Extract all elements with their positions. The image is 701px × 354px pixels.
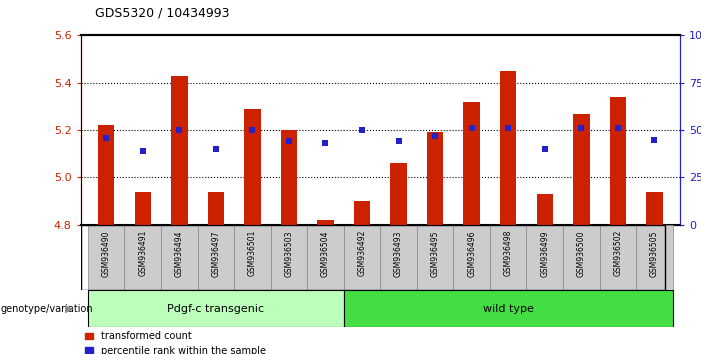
Text: GSM936492: GSM936492 xyxy=(358,230,367,276)
Bar xyxy=(381,225,417,290)
Bar xyxy=(244,109,261,225)
Bar xyxy=(88,290,343,327)
Text: GSM936505: GSM936505 xyxy=(650,230,659,276)
Bar xyxy=(198,225,234,290)
Bar xyxy=(454,225,490,290)
Bar xyxy=(646,192,662,225)
Bar xyxy=(500,71,517,225)
Text: wild type: wild type xyxy=(483,304,533,314)
Text: GSM936501: GSM936501 xyxy=(248,230,257,276)
Bar xyxy=(636,225,673,290)
Text: GSM936491: GSM936491 xyxy=(138,230,147,276)
Bar xyxy=(354,201,370,225)
Bar xyxy=(417,225,454,290)
Text: GSM936504: GSM936504 xyxy=(321,230,330,276)
Text: GSM936503: GSM936503 xyxy=(285,230,294,276)
Text: GSM936500: GSM936500 xyxy=(577,230,586,276)
Bar xyxy=(610,97,626,225)
Bar xyxy=(536,194,553,225)
Bar xyxy=(526,225,563,290)
Text: ▶: ▶ xyxy=(65,304,74,314)
Text: GSM936494: GSM936494 xyxy=(175,230,184,276)
Bar xyxy=(390,163,407,225)
Bar xyxy=(88,225,125,290)
Text: GSM936496: GSM936496 xyxy=(467,230,476,276)
Bar xyxy=(343,225,381,290)
Text: GSM936497: GSM936497 xyxy=(211,230,220,276)
Bar xyxy=(318,220,334,225)
Bar xyxy=(280,130,297,225)
Bar xyxy=(171,76,187,225)
Text: GDS5320 / 10434993: GDS5320 / 10434993 xyxy=(95,6,229,19)
Text: genotype/variation: genotype/variation xyxy=(1,304,93,314)
Text: GSM936502: GSM936502 xyxy=(613,230,622,276)
Bar xyxy=(271,225,307,290)
Bar xyxy=(490,225,526,290)
Bar xyxy=(234,225,271,290)
Bar xyxy=(599,225,636,290)
Bar xyxy=(98,125,114,225)
Bar xyxy=(307,225,343,290)
Text: GSM936495: GSM936495 xyxy=(430,230,440,276)
Text: GSM936499: GSM936499 xyxy=(540,230,550,276)
Bar xyxy=(207,192,224,225)
Legend: transformed count, percentile rank within the sample: transformed count, percentile rank withi… xyxy=(86,331,266,354)
Bar xyxy=(125,225,161,290)
Bar xyxy=(427,132,443,225)
Bar xyxy=(573,114,590,225)
Bar xyxy=(343,290,673,327)
Text: Pdgf-c transgenic: Pdgf-c transgenic xyxy=(168,304,264,314)
Bar xyxy=(463,102,480,225)
Text: GSM936493: GSM936493 xyxy=(394,230,403,276)
Bar xyxy=(135,192,151,225)
Text: GSM936490: GSM936490 xyxy=(102,230,111,276)
Text: GSM936498: GSM936498 xyxy=(504,230,512,276)
Bar xyxy=(161,225,198,290)
Bar xyxy=(563,225,599,290)
